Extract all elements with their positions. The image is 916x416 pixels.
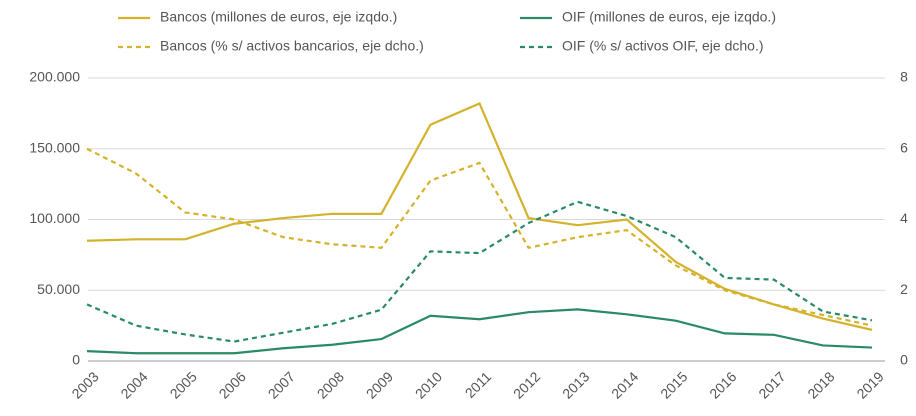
x-tick-label: 2014 xyxy=(608,368,641,401)
x-tick-label: 2004 xyxy=(117,368,150,401)
y-tick-label: 50.000 xyxy=(37,281,80,297)
y2-tick-label: 2 xyxy=(900,281,908,297)
x-tick-label: 2003 xyxy=(68,368,101,401)
x-tick-label: 2011 xyxy=(462,368,495,401)
x-tick-label: 2019 xyxy=(853,368,886,401)
x-tick-label: 2008 xyxy=(314,368,347,401)
x-tick-label: 2009 xyxy=(363,368,396,401)
series-line xyxy=(86,308,873,355)
x-tick-label: 2015 xyxy=(657,368,690,401)
x-tick-label: 2007 xyxy=(265,368,298,401)
legend-label: Bancos (millones de euros, eje izqdo.) xyxy=(160,9,397,25)
legend-label: OIF (millones de euros, eje izqdo.) xyxy=(562,9,776,25)
legend-label: OIF (% s/ activos OIF, eje dcho.) xyxy=(562,38,764,54)
x-tick-label: 2010 xyxy=(412,368,445,401)
series-line xyxy=(86,147,873,327)
series-line xyxy=(86,200,873,343)
x-tick-label: 2016 xyxy=(706,368,739,401)
y2-tick-label: 4 xyxy=(900,210,908,226)
y-tick-label: 100.000 xyxy=(29,210,80,226)
y-tick-label: 200.000 xyxy=(29,69,80,85)
y2-tick-label: 8 xyxy=(900,69,908,85)
x-tick-label: 2005 xyxy=(167,368,200,401)
series-line xyxy=(86,102,873,331)
y-tick-label: 0 xyxy=(72,352,80,368)
x-tick-label: 2013 xyxy=(559,368,592,401)
x-tick-label: 2017 xyxy=(755,368,788,401)
y-tick-label: 150.000 xyxy=(29,139,80,155)
y2-tick-label: 0 xyxy=(900,352,908,368)
x-tick-label: 2018 xyxy=(804,368,837,401)
y2-tick-label: 6 xyxy=(900,139,908,155)
x-tick-label: 2006 xyxy=(216,368,249,401)
x-tick-label: 2012 xyxy=(510,368,543,401)
legend-label: Bancos (% s/ activos bancarios, eje dcho… xyxy=(160,38,424,54)
